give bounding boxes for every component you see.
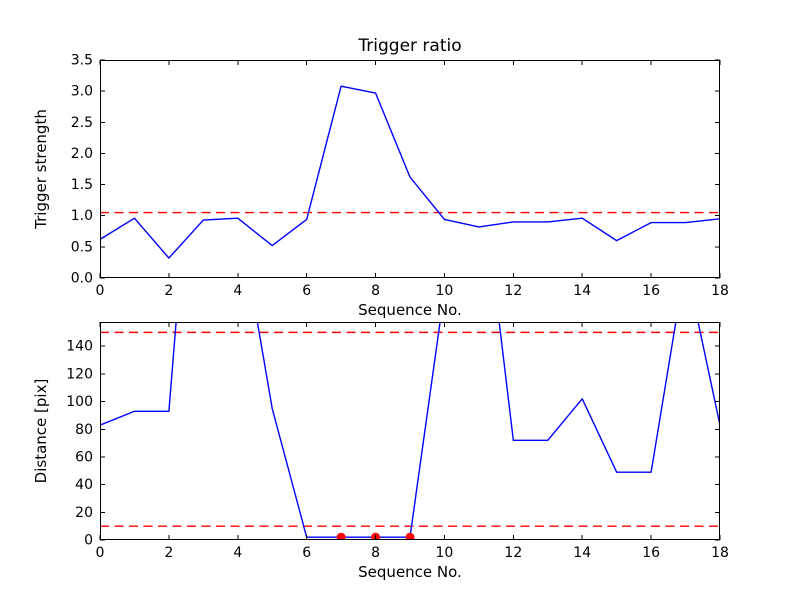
distance-plot-xtick-label: 16 [642, 545, 660, 561]
trigger-ratio-plot-ytick-label: 0.5 [71, 239, 93, 255]
trigger-ratio-plot-xtick-label: 2 [164, 283, 173, 299]
distance-line [100, 322, 720, 538]
trigger-ratio-plot-frame [100, 60, 720, 278]
top-plot-ylabel: Trigger strength [32, 109, 50, 229]
distance-plot-xtick-label: 4 [233, 545, 242, 561]
trigger-ratio-plot-ytick-label: 3.0 [71, 84, 93, 100]
distance-plot-xtick-label: 12 [504, 545, 522, 561]
trigger-strength-line [100, 85, 720, 259]
trigger-ratio-plot-ytick-label: 2.0 [71, 146, 93, 162]
distance-plot-ytick-label: 0 [84, 533, 93, 549]
distance-plot-xtick-label: 6 [302, 545, 311, 561]
distance-plot-ytick-label: 40 [75, 477, 93, 493]
distance-plot-xtick-label: 0 [96, 545, 105, 561]
trigger-ratio-plot-xtick-label: 18 [711, 283, 729, 299]
top-plot-xlabel: Sequence No. [358, 301, 462, 319]
distance-plot-xtick-label: 10 [436, 545, 454, 561]
trigger-points-marker [336, 532, 346, 540]
trigger-ratio-plot-xtick-label: 8 [371, 283, 380, 299]
distance-plot-ytick-label: 60 [75, 449, 93, 465]
distance-plot-ytick-label: 120 [66, 366, 93, 382]
distance-plot-xtick-label: 14 [573, 545, 591, 561]
distance-plot-xtick-label: 2 [164, 545, 173, 561]
trigger-ratio-plot-xtick-label: 10 [436, 283, 454, 299]
trigger-ratio-plot-area [100, 85, 720, 259]
trigger-ratio-plot-xtick-label: 4 [233, 283, 242, 299]
distance-plot-area [100, 322, 720, 540]
distance-plot-ytick-label: 140 [66, 339, 93, 355]
trigger-ratio-plot-ytick-label: 3.5 [71, 53, 93, 69]
trigger-ratio-plot-xtick-label: 14 [573, 283, 591, 299]
trigger-ratio-plot-ytick-label: 0.0 [71, 271, 93, 287]
trigger-points-marker [405, 532, 415, 540]
distance-plot-ytick-label: 20 [75, 505, 93, 521]
trigger-ratio-plot-xtick-label: 12 [504, 283, 522, 299]
bottom-plot-xlabel: Sequence No. [358, 563, 462, 581]
trigger-ratio-plot-ytick-label: 2.5 [71, 115, 93, 131]
distance-plot-frame [100, 322, 720, 540]
distance-plot-ytick-label: 100 [66, 394, 93, 410]
distance-plot-xtick-label: 18 [711, 545, 729, 561]
trigger-ratio-plot-xtick-label: 16 [642, 283, 660, 299]
trigger-ratio-plot-ytick-label: 1.0 [71, 208, 93, 224]
trigger-ratio-plot-xtick-label: 0 [96, 283, 105, 299]
distance-plot-ytick-label: 80 [75, 422, 93, 438]
bottom-plot-ylabel: Distance [pix] [32, 378, 50, 484]
trigger-ratio-plot-xtick-label: 6 [302, 283, 311, 299]
trigger-ratio-plot-ytick-label: 1.5 [71, 177, 93, 193]
distance-plot-xtick-label: 8 [371, 545, 380, 561]
chart-title: Trigger ratio [358, 36, 462, 56]
